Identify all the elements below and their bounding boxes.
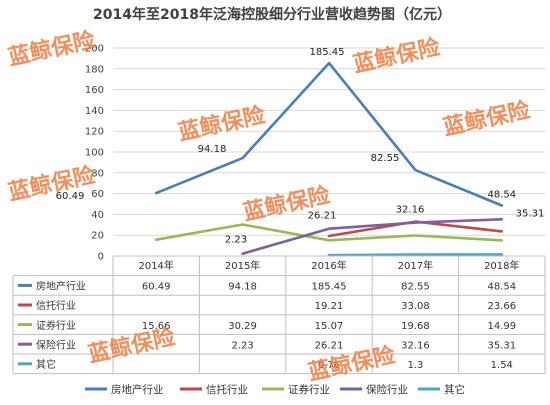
gridlines (113, 47, 545, 257)
table-header: 2017年 (398, 259, 433, 272)
legend-label: 房地产行业 (111, 383, 164, 396)
table-cell: 15.07 (315, 321, 344, 332)
y-tick-label: 0 (98, 252, 104, 263)
table-cell: 32.16 (401, 340, 430, 351)
y-tick-label: 80 (91, 168, 104, 179)
y-tick-label: 120 (85, 127, 104, 138)
table-cell: 23.66 (487, 301, 516, 312)
y-tick-label: 60 (91, 189, 104, 200)
table-cell: 94.18 (228, 282, 257, 293)
watermark-text: 蓝鲸保险 (176, 102, 268, 146)
table-cell: 26.21 (315, 340, 344, 351)
legend-label: 保险行业 (366, 383, 408, 396)
y-tick-label: 180 (85, 64, 104, 75)
data-label: 60.49 (56, 191, 85, 202)
table-cell: 60.49 (142, 282, 171, 293)
table-row-label: 证券行业 (36, 319, 76, 332)
table-cell: 0.76 (318, 360, 340, 371)
series-lines (154, 61, 504, 257)
table-cell: 19.21 (315, 301, 344, 312)
data-label: 185.45 (310, 47, 345, 58)
watermark-text: 蓝鲸保险 (351, 34, 443, 78)
data-label: 32.16 (396, 205, 425, 216)
table-header: 2016年 (311, 259, 346, 272)
series-line-3 (154, 223, 504, 242)
data-label: 26.21 (308, 211, 337, 222)
legend-label: 其它 (444, 383, 465, 396)
table-cell: 15.66 (142, 321, 171, 332)
data-label: 2.23 (225, 235, 247, 246)
series-line-4 (241, 218, 504, 255)
y-tick-label: 40 (91, 210, 104, 221)
table-row-label: 信托行业 (36, 299, 76, 312)
table-header: 2018年 (484, 259, 519, 272)
table-cell: 2.23 (231, 340, 253, 351)
series-line-1 (154, 61, 504, 207)
watermark-text: 蓝鲸保险 (6, 162, 98, 206)
legend-label: 证券行业 (288, 383, 330, 396)
y-axis: 0 20 40 60 80 100 120 140 160 180 200 (85, 44, 104, 263)
y-tick-label: 100 (85, 148, 104, 159)
y-tick-label: 200 (85, 44, 104, 55)
table-cell: 33.08 (401, 301, 430, 312)
table-cell: 19.68 (401, 321, 430, 332)
y-tick-label: 160 (85, 85, 104, 96)
y-tick-label: 140 (85, 106, 104, 117)
legend: 房地产行业 信托行业 证券行业 保险行业 其它 (85, 383, 465, 396)
table-row-label: 保险行业 (36, 338, 76, 351)
y-tick-label: 20 (91, 231, 104, 242)
data-label: 48.54 (487, 190, 516, 201)
table-cell: 48.54 (487, 282, 516, 293)
table-header: 2015年 (225, 259, 260, 272)
data-label: 82.55 (371, 153, 400, 164)
legend-label: 信托行业 (206, 383, 248, 396)
watermark-text: 蓝鲸保险 (86, 324, 178, 368)
table-row-label: 其它 (36, 358, 56, 371)
data-labels: 60.49 94.18 185.45 82.55 48.54 2.23 26.21 32.16… (56, 47, 545, 246)
table-cell: 185.45 (312, 282, 347, 293)
table-header: 2014年 (138, 259, 173, 272)
table-cell: 35.31 (487, 340, 516, 351)
table-cell: 30.29 (228, 321, 257, 332)
table-cell: 14.99 (487, 321, 516, 332)
table-row-label: 房地产行业 (36, 280, 86, 293)
series-line-5 (327, 253, 504, 257)
table-cell: 82.55 (401, 282, 430, 293)
data-label: 35.31 (516, 208, 545, 219)
table-cell: 1.54 (491, 360, 513, 371)
watermark-text: 蓝鲸保险 (441, 97, 533, 141)
data-label: 94.18 (198, 144, 227, 155)
chart-title: 2014年至2018年泛海控股细分行业营收趋势图（亿元） (93, 6, 451, 23)
table-cell: 1.3 (407, 360, 423, 371)
